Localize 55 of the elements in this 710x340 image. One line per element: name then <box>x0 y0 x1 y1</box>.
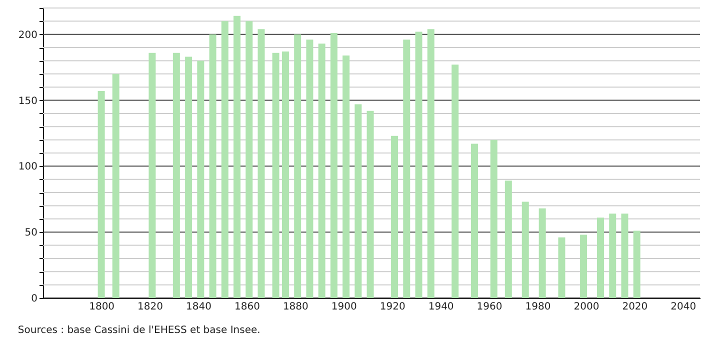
bar <box>234 16 241 298</box>
x-tick-label: 1840 <box>186 302 212 312</box>
bar <box>504 180 512 298</box>
bar <box>609 214 616 298</box>
x-tick-label: 1940 <box>428 302 454 312</box>
bar <box>112 74 120 298</box>
x-tick-label: 1900 <box>331 302 357 312</box>
bar <box>391 136 398 298</box>
bar <box>354 104 362 298</box>
source-note: Sources : base Cassini de l'EHESS et base Insee. <box>18 325 260 336</box>
bar <box>318 44 326 298</box>
bar <box>272 52 280 298</box>
x-tick-label: 1860 <box>234 302 260 312</box>
x-tick-label: 2020 <box>622 302 648 312</box>
bar <box>209 34 216 298</box>
bar <box>633 230 640 298</box>
bar <box>415 32 422 298</box>
y-tick-label: 50 <box>24 228 38 239</box>
bar <box>403 40 410 298</box>
bar <box>306 40 314 298</box>
bar <box>330 33 338 298</box>
y-tick-label: 150 <box>18 96 38 107</box>
x-tick-label: 1820 <box>138 302 163 312</box>
bar <box>596 218 604 298</box>
bar <box>366 110 374 298</box>
x-tick-label: 1960 <box>476 302 502 312</box>
bar <box>538 208 546 298</box>
x-tick-label: 2000 <box>574 302 600 312</box>
y-tick-label: 200 <box>18 30 38 41</box>
bar <box>172 52 180 298</box>
bar <box>294 34 302 298</box>
bar <box>148 52 156 298</box>
bar <box>197 60 204 298</box>
bar <box>246 21 253 298</box>
bar <box>522 202 529 298</box>
x-tick-label: 1980 <box>525 302 551 312</box>
bar <box>580 234 588 298</box>
x-tick-label: 1920 <box>380 302 406 312</box>
y-tick-label: 100 <box>18 162 38 173</box>
x-tick-label: 1880 <box>282 302 308 312</box>
bar <box>342 55 350 298</box>
x-tick-label: 1800 <box>89 302 115 312</box>
bar <box>452 64 459 298</box>
bar <box>221 21 228 298</box>
bar <box>427 29 434 298</box>
x-tick-label: 2040 <box>670 302 696 312</box>
bar <box>621 214 628 298</box>
y-tick-label: 0 <box>31 294 38 304</box>
bar <box>490 140 498 298</box>
bar <box>282 52 289 298</box>
bar <box>185 56 192 298</box>
bar <box>470 144 478 298</box>
bar <box>558 237 566 298</box>
bar <box>98 91 105 298</box>
bar <box>258 29 265 298</box>
